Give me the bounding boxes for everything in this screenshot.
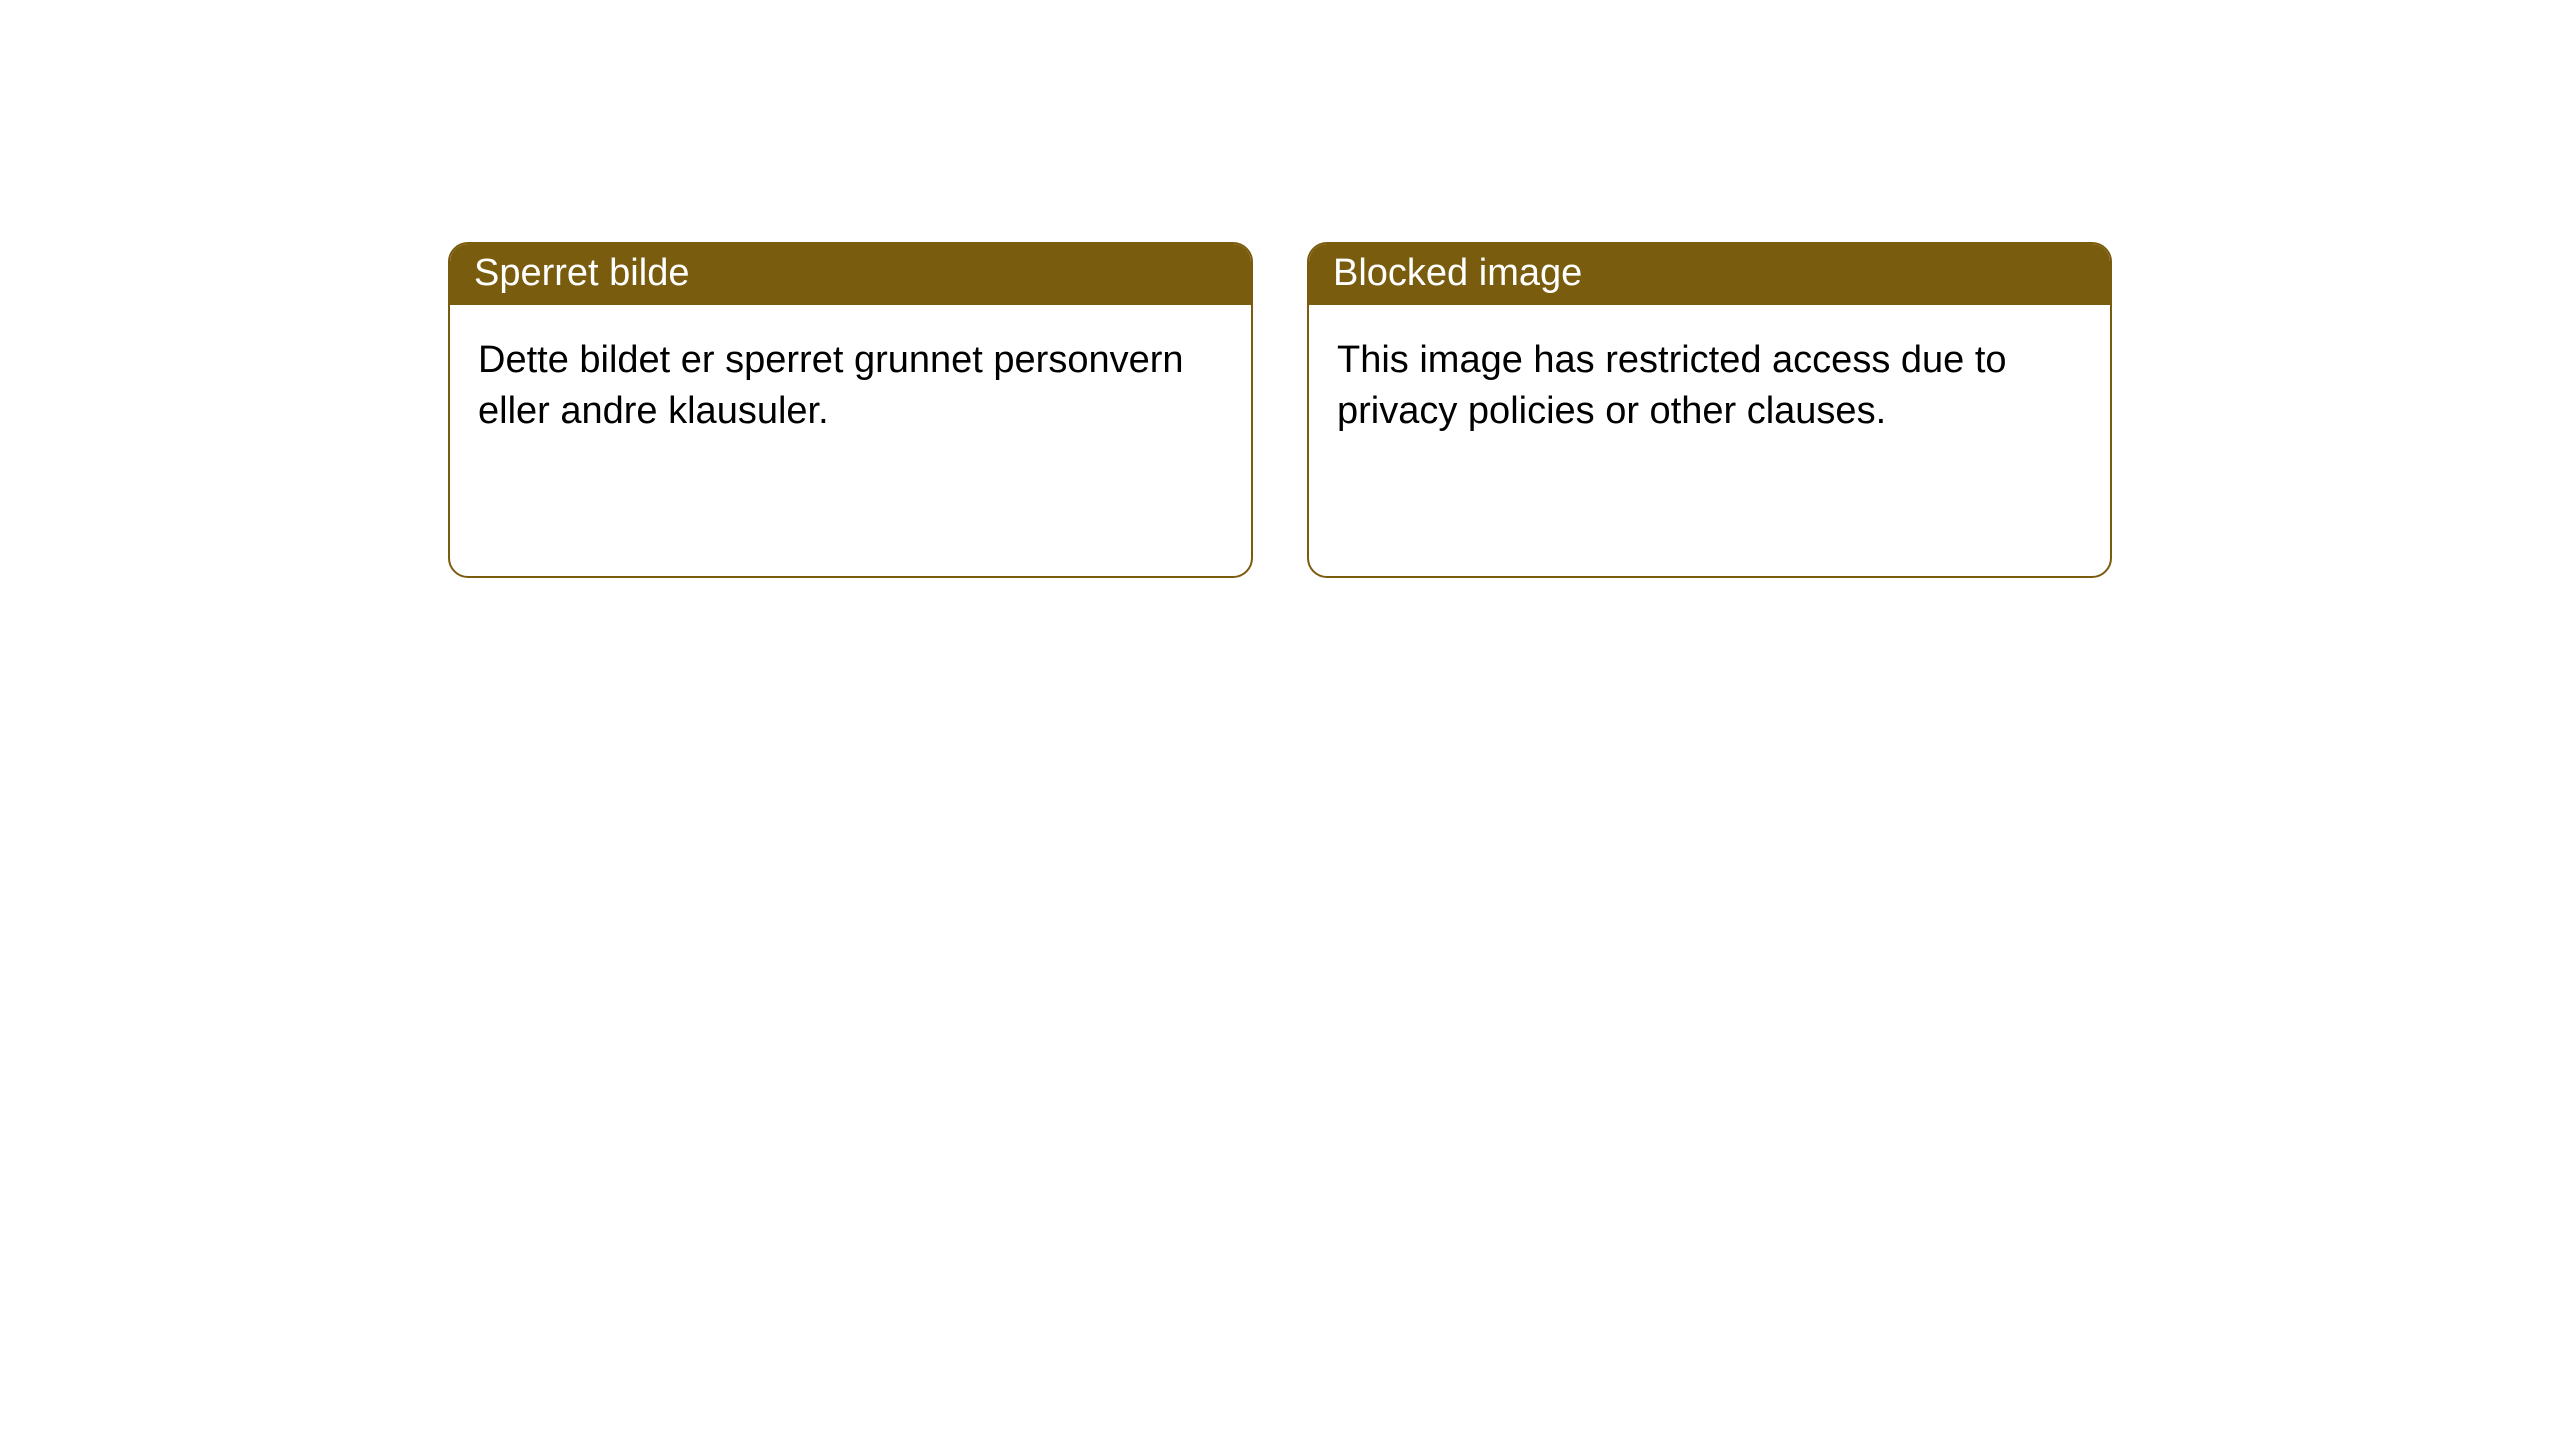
notice-body: This image has restricted access due to … — [1309, 305, 2110, 468]
notice-box-norwegian: Sperret bilde Dette bildet er sperret gr… — [448, 242, 1253, 578]
notice-body: Dette bildet er sperret grunnet personve… — [450, 305, 1251, 468]
notice-title: Blocked image — [1309, 244, 2110, 305]
notice-title: Sperret bilde — [450, 244, 1251, 305]
notice-container: Sperret bilde Dette bildet er sperret gr… — [0, 0, 2560, 578]
notice-box-english: Blocked image This image has restricted … — [1307, 242, 2112, 578]
